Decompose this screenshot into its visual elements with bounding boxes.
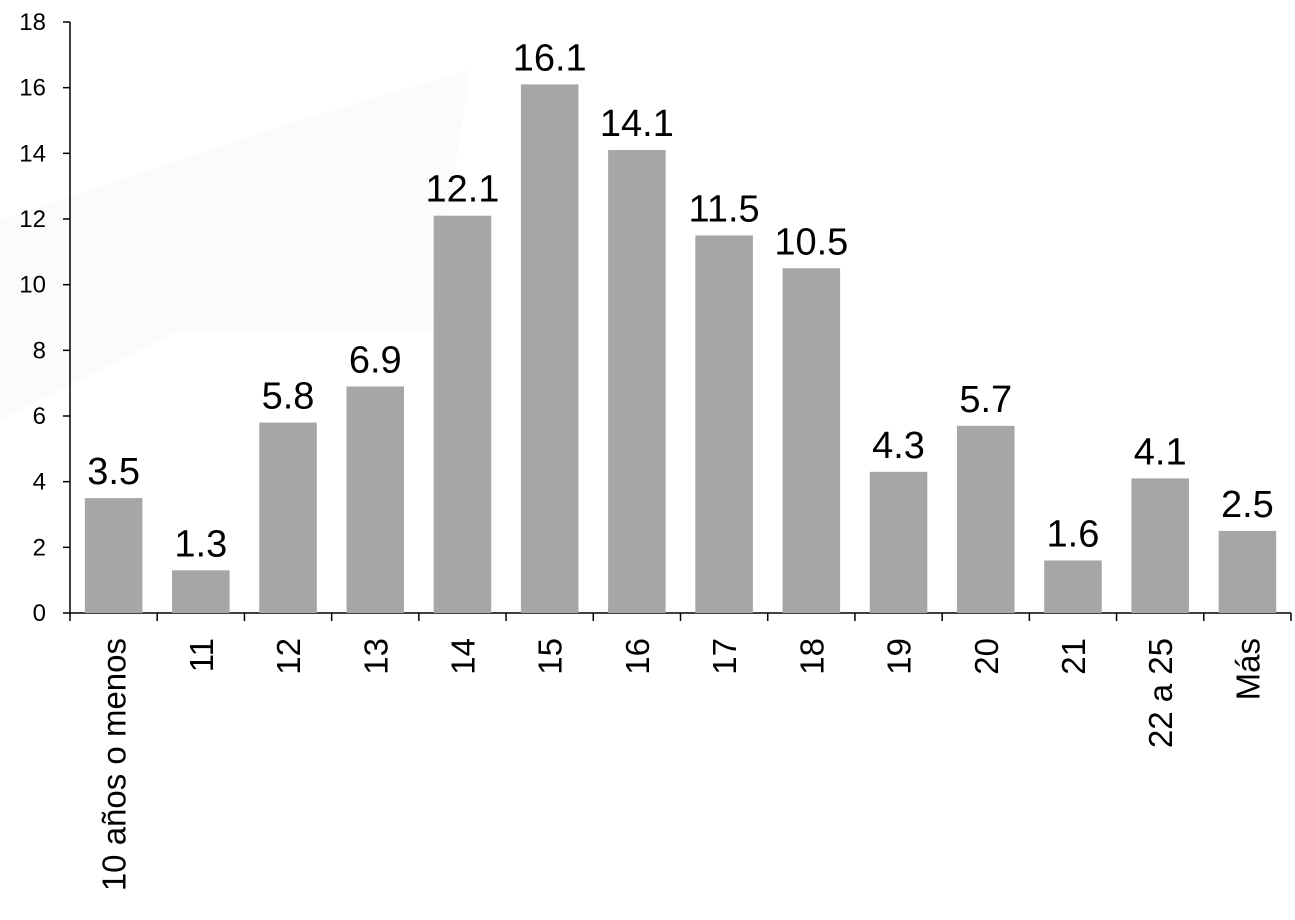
y-tick-label: 10	[19, 272, 46, 299]
data-label: 1.6	[1047, 513, 1100, 555]
data-label: 12.1	[425, 169, 499, 211]
category-label: 14	[444, 638, 481, 675]
bar	[84, 498, 143, 613]
data-labels: 3.5 1.3 5.8 6.9 12.1 16.1 14.1 11.5 10.5 4.3 5.7 1.…	[87, 37, 1274, 565]
bar	[259, 422, 317, 613]
category-label: 18	[793, 638, 830, 675]
data-label: 4.3	[872, 425, 925, 467]
bar	[869, 471, 928, 613]
data-label: 1.3	[174, 523, 227, 565]
bar	[346, 386, 405, 613]
bar	[608, 150, 666, 614]
watermark-shape	[0, 70, 470, 420]
y-tick-label: 2	[33, 534, 46, 561]
category-labels: 10 años o menos 11 12 13 14 15 16 17 18 19 20 21 22 …	[96, 638, 1267, 891]
data-label: 2.5	[1221, 484, 1274, 526]
y-tick-label: 0	[33, 600, 46, 627]
category-label: 12	[270, 638, 307, 675]
category-label: 13	[357, 638, 394, 675]
bar	[520, 84, 579, 614]
bar	[172, 570, 230, 613]
y-tick-label: 4	[33, 469, 46, 496]
bar	[1218, 530, 1277, 613]
data-label: 16.1	[513, 37, 587, 79]
category-label: 10 años o menos	[96, 638, 133, 891]
category-label: 11	[183, 638, 220, 672]
category-label: 21	[1055, 638, 1092, 675]
bars	[84, 84, 1277, 614]
category-label: 16	[619, 638, 656, 675]
category-label: 20	[968, 638, 1005, 675]
bar	[695, 235, 753, 613]
data-label: 11.5	[689, 188, 760, 230]
bar	[956, 425, 1015, 613]
category-label: Más	[1229, 638, 1266, 700]
y-tick-label: 8	[33, 337, 46, 364]
bar	[1044, 560, 1102, 613]
y-tick-label: 12	[19, 206, 46, 233]
data-label: 5.8	[262, 376, 315, 418]
bar	[433, 215, 492, 613]
category-label: 15	[532, 638, 569, 675]
bar	[782, 268, 841, 613]
y-tick-label: 14	[19, 140, 46, 167]
data-label: 5.7	[959, 379, 1012, 421]
category-label: 19	[881, 638, 918, 675]
y-tick-label: 18	[19, 9, 46, 36]
category-label: 17	[706, 638, 743, 675]
data-label: 6.9	[349, 339, 402, 381]
data-label: 14.1	[600, 103, 674, 145]
y-tick-label: 16	[19, 75, 46, 102]
watermark	[0, 70, 470, 420]
data-label: 4.1	[1134, 431, 1187, 473]
bar	[1131, 478, 1189, 613]
y-tick-label: 6	[33, 403, 46, 430]
data-label: 3.5	[87, 451, 140, 493]
category-label: 22 a 25	[1142, 638, 1179, 748]
data-label: 10.5	[774, 221, 848, 263]
